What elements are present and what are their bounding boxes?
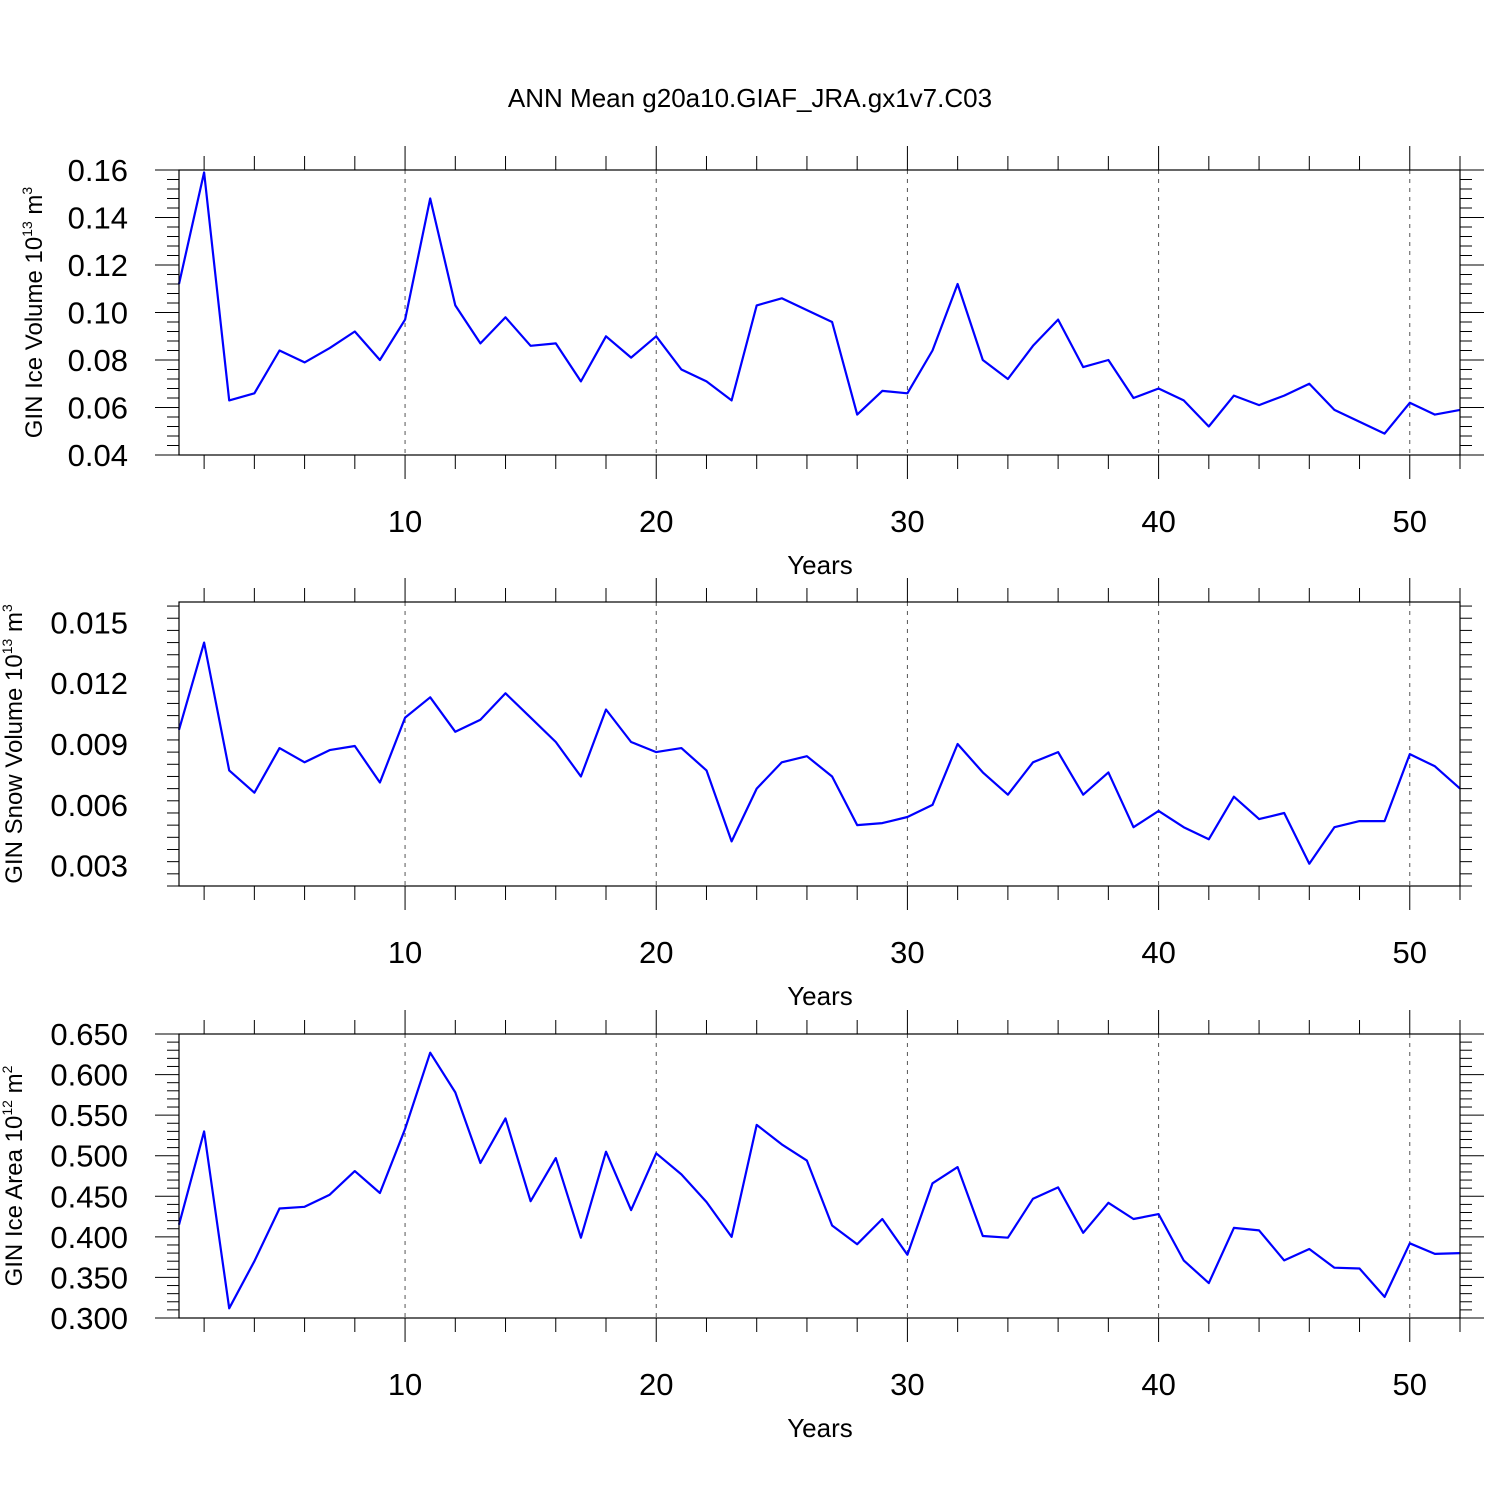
x-tick-label: 10 [388, 1367, 422, 1402]
x-tick-label: 30 [890, 504, 924, 539]
y-tick-label: 0.450 [50, 1179, 128, 1214]
y-tick-label: 0.012 [50, 666, 128, 701]
x-axis-label: Years [787, 981, 853, 1011]
panel-2: 10 20 30 40 50 Years 0.003 0.006 0.009 0.012 0.015… [0, 578, 1472, 1011]
y-tick-label: 0.08 [68, 343, 128, 378]
y-tick-label: 0.300 [50, 1301, 128, 1336]
series-line [177, 1051, 1461, 1310]
series-line [177, 171, 1461, 435]
series-line [177, 641, 1461, 865]
y-axis-label: GIN Ice Area 1012 m2 [0, 1065, 28, 1286]
y-axis-label: GIN Ice Volume 1013 m3 [19, 187, 48, 439]
figure-title: ANN Mean g20a10.GIAF_JRA.gx1v7.C03 [508, 83, 992, 113]
x-tick-label: 50 [1393, 504, 1427, 539]
y-tick-label: 0.16 [68, 153, 128, 188]
y-tick-label: 0.12 [68, 248, 128, 283]
y-tick-label: 0.550 [50, 1098, 128, 1133]
y-tick-label: 0.009 [50, 727, 128, 762]
y-tick-label: 0.400 [50, 1220, 128, 1255]
x-axis-label: Years [787, 1413, 853, 1443]
y-tick-label: 0.06 [68, 391, 128, 426]
x-tick-label: 40 [1141, 504, 1175, 539]
plot-frame [178, 601, 1461, 887]
y-tick-label: 0.500 [50, 1139, 128, 1174]
y-tick-label: 0.015 [50, 605, 128, 640]
plot-frame [178, 1033, 1461, 1319]
x-tick-label: 20 [639, 504, 673, 539]
x-tick-label: 10 [388, 504, 422, 539]
panel-3: 10 20 30 40 50 Years 0.300 0.350 0.400 0.450 0.500… [0, 1010, 1484, 1443]
y-axis-label: GIN Snow Volume 1013 m3 [0, 604, 28, 884]
x-tick-label: 50 [1393, 935, 1427, 970]
x-tick-label: 40 [1141, 935, 1175, 970]
x-tick-label: 10 [388, 935, 422, 970]
y-tick-label: 0.04 [68, 438, 128, 473]
y-tick-label: 0.600 [50, 1058, 128, 1093]
x-tick-label: 30 [890, 1367, 924, 1402]
x-tick-label: 20 [639, 935, 673, 970]
panel-1: 10 20 30 40 50 Years 0.04 0.06 0.08 0.10 0.12 0.14 0… [19, 146, 1484, 580]
x-tick-label: 20 [639, 1367, 673, 1402]
plot-frame [178, 169, 1461, 456]
y-tick-label: 0.003 [50, 849, 128, 884]
y-tick-label: 0.10 [68, 296, 128, 331]
y-tick-label: 0.006 [50, 788, 128, 823]
x-tick-label: 50 [1393, 1367, 1427, 1402]
y-tick-label: 0.350 [50, 1260, 128, 1295]
x-axis-label: Years [787, 550, 853, 580]
y-tick-label: 0.14 [68, 201, 128, 236]
x-tick-label: 40 [1141, 1367, 1175, 1402]
y-tick-label: 0.650 [50, 1017, 128, 1052]
x-tick-label: 30 [890, 935, 924, 970]
